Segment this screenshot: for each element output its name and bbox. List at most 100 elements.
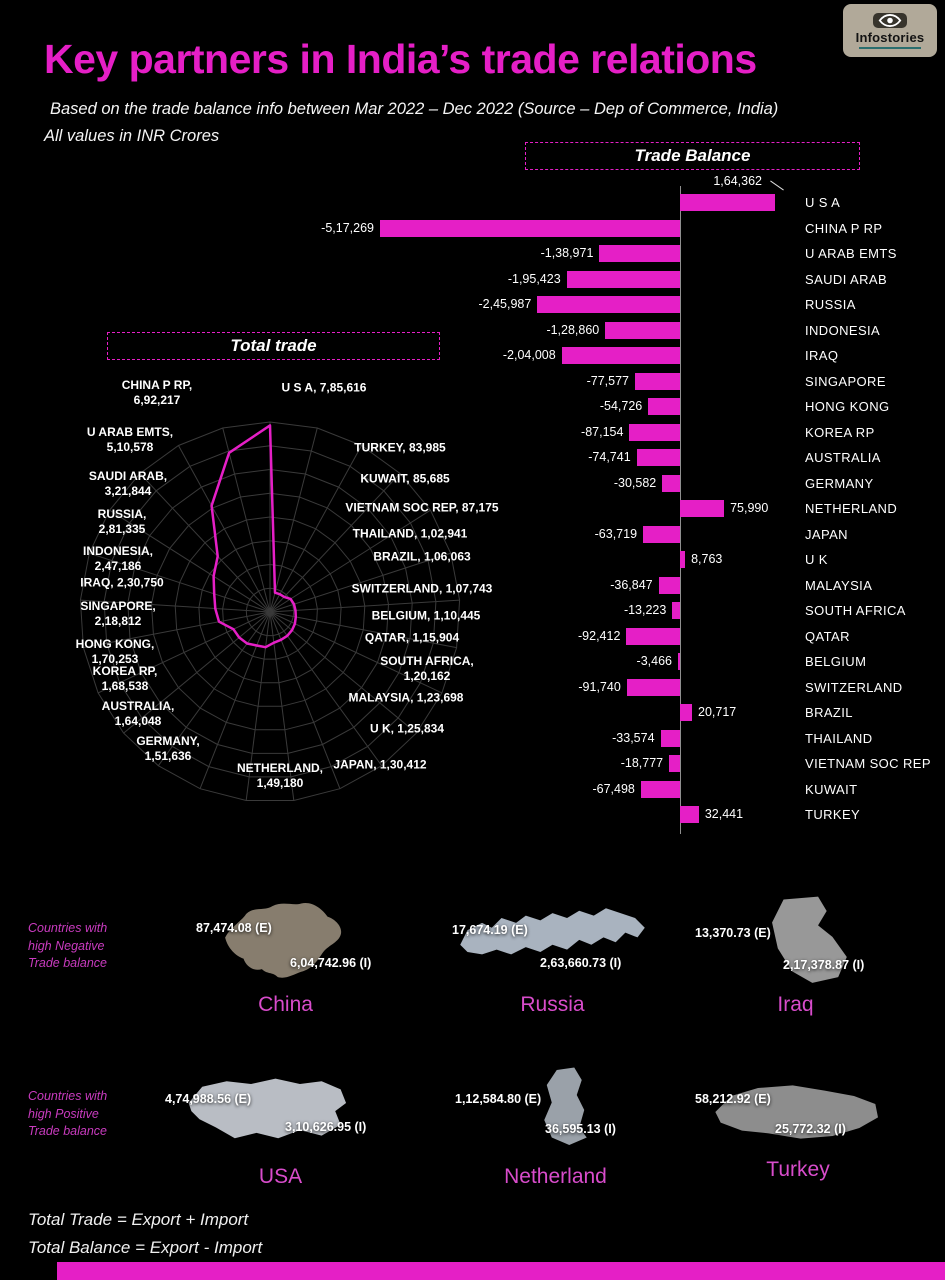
trade-balance-row: -5,17,269 CHINA P RP <box>321 216 940 242</box>
total-trade-section-title: Total trade <box>107 332 440 360</box>
trade-balance-bar <box>677 653 680 670</box>
trade-balance-bar <box>561 347 680 364</box>
trade-balance-row: -92,412 QATAR <box>380 624 940 650</box>
bar-country-label: SOUTH AFRICA <box>805 603 906 618</box>
bar-value-label: -36,847 <box>610 577 653 592</box>
total-trade-label: AUSTRALIA, 1,64,048 <box>101 699 175 728</box>
bar-value-label: 32,441 <box>704 807 744 821</box>
bar-value-label: -1,28,860 <box>546 322 600 337</box>
eye-icon <box>873 12 907 28</box>
bar-country-label: NETHERLAND <box>805 501 898 516</box>
trade-balance-row: 8,763 U K <box>380 547 940 573</box>
usa-map <box>188 1078 347 1139</box>
trade-balance-row: -2,45,987 RUSSIA <box>380 292 940 318</box>
trade-balance-row: -87,154 KOREA RP <box>380 420 940 446</box>
bar-value-label: -77,577 <box>586 373 630 388</box>
positive-balance-note: Countries with high Positive Trade balan… <box>28 1089 108 1138</box>
trade-balance-bar <box>680 704 693 721</box>
units-note: All values in INR Crores <box>44 127 220 145</box>
bar-country-label: U S A <box>805 195 841 210</box>
trade-balance-bar <box>672 602 680 619</box>
bar-value-label: -54,726 <box>599 399 643 413</box>
bar-country-label: SINGAPORE <box>805 373 886 389</box>
trade-balance-bar <box>680 500 725 517</box>
trade-balance-bar <box>648 398 680 415</box>
total-trade-label: SINGAPORE, 2,18,812 <box>80 599 156 628</box>
trade-balance-bar <box>680 194 776 211</box>
trade-balance-row: 32,441 TURKEY <box>380 802 940 828</box>
negative-balance-note: Countries with high Negative Trade balan… <box>28 921 108 970</box>
bar-value-label: -2,04,008 <box>502 348 556 362</box>
bar-country-label: U K <box>805 552 828 567</box>
bar-country-label: VIETNAM SOC REP <box>805 756 931 771</box>
bar-country-label: IRAQ <box>805 348 839 363</box>
total-trade-label: SOUTH AFRICA, 1,20,162 <box>380 654 474 683</box>
page-title: Key partners in India’s trade relations <box>44 36 757 82</box>
trade-balance-row: -3,466 BELGIUM <box>380 649 940 675</box>
bottom-accent-bar <box>57 1262 945 1280</box>
map-card-china: 87,474.08 (E) 6,04,742.96 (I) China <box>168 893 403 1033</box>
value-leader-line <box>770 180 785 191</box>
trade-balance-row: -33,574 THAILAND <box>380 726 940 752</box>
total-trade-label: U ARAB EMTS, 5,10,578 <box>86 425 174 454</box>
bar-country-label: TURKEY <box>805 807 861 822</box>
trade-balance-bar <box>643 525 680 543</box>
total-trade-label: BELGIUM, 1,10,445 <box>371 608 481 623</box>
import-value: 2,63,660.73 (I) <box>540 956 622 970</box>
map-card-iraq: 13,370.73 (E) 2,17,378.87 (I) Iraq <box>688 888 903 1028</box>
import-value: 3,10,626.95 (I) <box>285 1120 367 1134</box>
iraq-map <box>772 896 847 983</box>
bar-country-label: RUSSIA <box>805 297 856 312</box>
import-value: 6,04,742.96 (I) <box>290 956 372 970</box>
export-value: 17,674.19 (E) <box>452 923 528 937</box>
bar-value-label: -1,95,423 <box>507 271 561 286</box>
bar-value-label: 8,763 <box>691 552 723 566</box>
trade-balance-row: 20,717 BRAZIL <box>380 700 940 726</box>
total-trade-label: BRAZIL, 1,06,063 <box>373 549 471 564</box>
country-name: Iraq <box>777 993 814 1016</box>
trade-balance-bar <box>605 321 680 339</box>
page-subtitle: Based on the trade balance info between … <box>50 100 779 118</box>
trade-balance-bar <box>658 576 680 594</box>
logo-tagline-line <box>859 46 921 49</box>
bar-value-label: -1,38,971 <box>540 246 594 260</box>
total-trade-label: NETHERLAND, 1,49,180 <box>237 761 323 790</box>
bar-value-label: -63,719 <box>594 526 638 541</box>
total-trade-label: TURKEY, 83,985 <box>354 440 446 455</box>
country-name: USA <box>258 1165 303 1188</box>
total-trade-chart: U S A, 7,85,616 CHINA P RP, 6,92,217 U ARA… <box>60 370 530 820</box>
bar-value-label: -18,777 <box>620 756 664 770</box>
netherland-map <box>544 1067 587 1145</box>
bar-country-label: CHINA P RP <box>805 220 883 236</box>
bar-value-label: -33,574 <box>612 730 655 745</box>
trade-balance-bar <box>669 755 680 772</box>
trade-balance-bar <box>629 423 680 441</box>
bar-value-label: -2,45,987 <box>478 297 532 311</box>
total-trade-label: GERMANY, 1,51,636 <box>136 734 200 763</box>
bar-country-label: INDONESIA <box>805 322 881 338</box>
trade-balance-bar <box>636 449 680 466</box>
import-value: 36,595.13 (I) <box>545 1122 616 1136</box>
logo-brand-text: Infostories <box>855 29 925 45</box>
bar-country-label: QATAR <box>805 628 850 644</box>
bar-country-label: MALAYSIA <box>805 577 873 593</box>
bar-value-label: -74,741 <box>588 450 631 464</box>
turkey-map <box>715 1085 878 1139</box>
trade-balance-bar <box>626 678 680 696</box>
trade-balance-bar <box>635 372 680 390</box>
china-map <box>225 902 342 978</box>
trade-balance-row: 75,990 NETHERLAND <box>380 496 940 522</box>
bar-country-label: GERMANY <box>805 475 874 491</box>
bar-value-label: 75,990 <box>730 501 769 515</box>
trade-balance-row: -63,719 JAPAN <box>380 522 940 548</box>
infostories-logo: Infostories <box>843 4 937 57</box>
trade-balance-row: -91,740 SWITZERLAND <box>380 675 940 701</box>
total-trade-label: MALAYSIA, 1,23,698 <box>348 690 464 705</box>
bar-value-label: -87,154 <box>581 424 624 439</box>
bar-value-label: -3,466 <box>636 654 672 668</box>
footer-formula-total-balance: Total Balance = Export - Import <box>28 1238 263 1257</box>
trade-balance-row: -67,498 KUWAIT <box>380 777 940 803</box>
export-value: 58,212.92 (E) <box>695 1092 771 1106</box>
total-trade-label: THAILAND, 1,02,941 <box>352 526 468 541</box>
